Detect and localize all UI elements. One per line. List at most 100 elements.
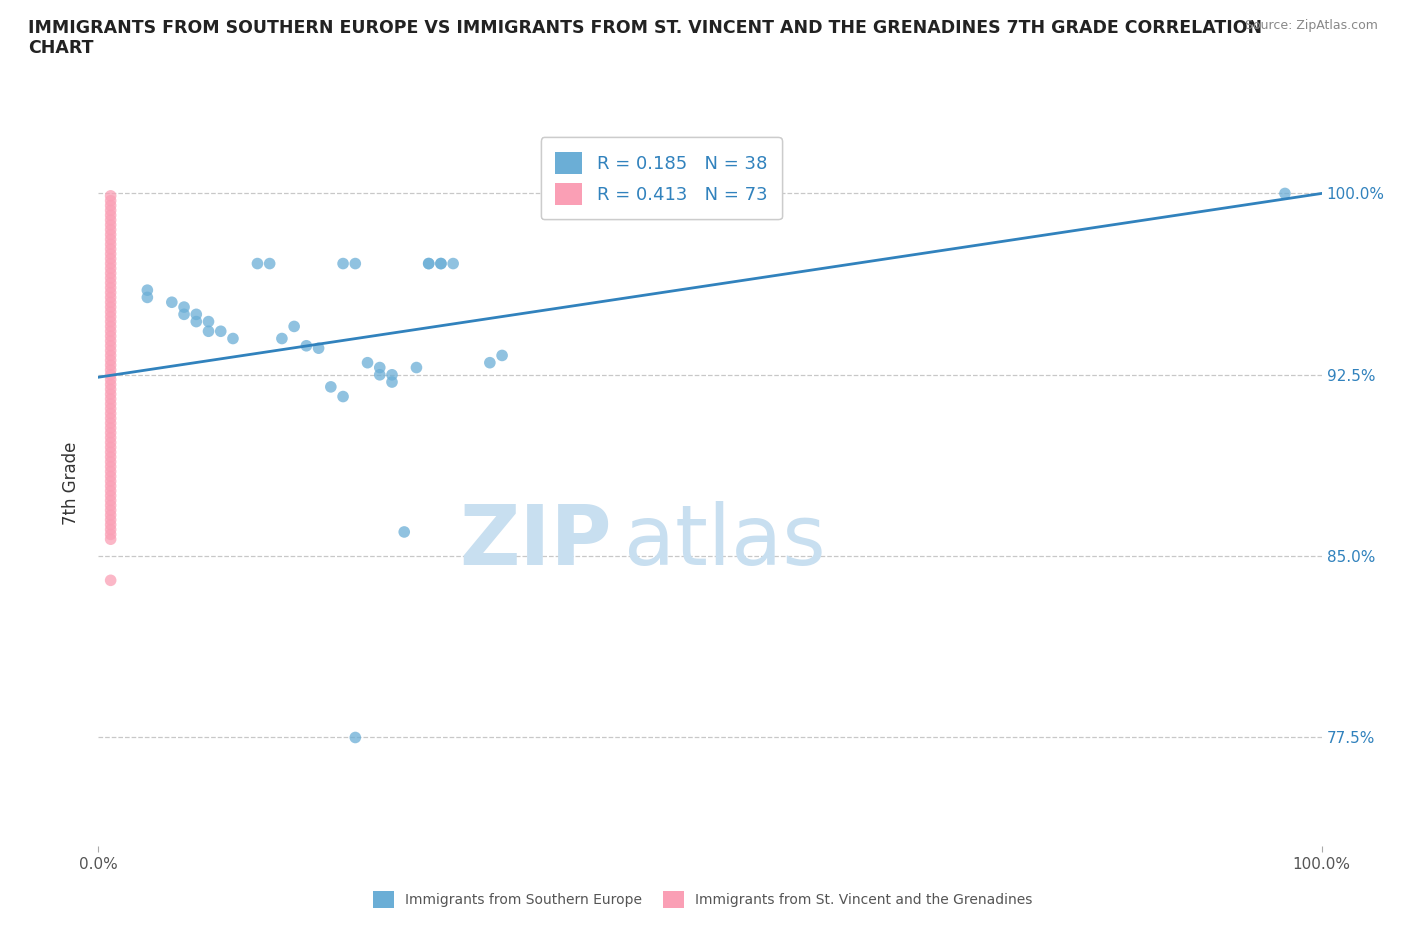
Point [332, 256, 354, 271]
Point [100, 280, 122, 295]
Point [368, 367, 391, 382]
Point [100, 416, 122, 431]
Point [100, 324, 122, 339]
Point [100, 314, 122, 329]
Point [100, 479, 122, 494]
Point [100, 464, 122, 479]
Point [100, 266, 122, 281]
Point [100, 203, 122, 218]
Point [173, 307, 195, 322]
Point [259, 256, 281, 271]
Point [100, 286, 122, 300]
Point [100, 246, 122, 261]
Point [100, 517, 122, 532]
Legend: R = 0.185   N = 38, R = 0.413   N = 73: R = 0.185 N = 38, R = 0.413 N = 73 [540, 138, 782, 219]
Point [100, 455, 122, 470]
Point [100, 256, 122, 271]
Point [441, 256, 464, 271]
Text: Source: ZipAtlas.com: Source: ZipAtlas.com [1244, 19, 1378, 32]
Point [197, 314, 219, 329]
Point [100, 503, 122, 518]
Point [100, 473, 122, 488]
Point [100, 213, 122, 228]
Point [100, 469, 122, 484]
Point [100, 334, 122, 349]
Point [186, 314, 208, 329]
Point [160, 295, 183, 310]
Point [100, 299, 122, 314]
Point [100, 193, 122, 208]
Point [100, 440, 122, 455]
Point [100, 207, 122, 222]
Point [478, 355, 501, 370]
Point [173, 299, 195, 314]
Point [283, 319, 305, 334]
Point [100, 261, 122, 276]
Point [100, 449, 122, 464]
Point [356, 355, 378, 370]
Text: atlas: atlas [624, 501, 827, 582]
Point [100, 251, 122, 266]
Point [381, 367, 404, 382]
Point [100, 372, 122, 387]
Point [100, 352, 122, 367]
Point [100, 271, 122, 286]
Point [430, 256, 453, 271]
Point [319, 379, 342, 394]
Point [100, 459, 122, 474]
Point [100, 319, 122, 334]
Point [381, 375, 404, 390]
Point [100, 295, 122, 310]
Point [392, 525, 416, 539]
Point [100, 222, 122, 237]
Point [418, 256, 440, 271]
Point [100, 377, 122, 392]
Point [430, 256, 453, 271]
Point [100, 339, 122, 353]
Point [100, 232, 122, 246]
Point [100, 343, 122, 358]
Point [100, 435, 122, 450]
Point [491, 348, 513, 363]
Point [100, 484, 122, 498]
Point [100, 392, 122, 406]
Point [100, 242, 122, 257]
Point [100, 420, 122, 435]
Point [100, 189, 122, 204]
Point [100, 237, 122, 252]
Point [405, 360, 427, 375]
Point [136, 283, 159, 298]
Point [100, 310, 122, 325]
Point [100, 290, 122, 305]
Point [100, 445, 122, 459]
Point [100, 508, 122, 523]
Point [1274, 186, 1296, 201]
Point [100, 363, 122, 378]
Point [209, 324, 232, 339]
Point [100, 218, 122, 232]
Point [100, 304, 122, 319]
Point [100, 387, 122, 402]
Point [100, 493, 122, 508]
Point [246, 256, 269, 271]
Point [100, 396, 122, 411]
Point [270, 331, 294, 346]
Point [100, 348, 122, 363]
Point [418, 256, 440, 271]
Point [100, 532, 122, 547]
Point [100, 328, 122, 343]
Point [100, 527, 122, 542]
Point [344, 256, 367, 271]
Point [344, 730, 367, 745]
Point [100, 227, 122, 242]
Point [100, 498, 122, 512]
Point [100, 431, 122, 445]
Point [308, 340, 330, 355]
Point [100, 522, 122, 537]
Point [295, 339, 318, 353]
Point [100, 573, 122, 588]
Legend: Immigrants from Southern Europe, Immigrants from St. Vincent and the Grenadines: Immigrants from Southern Europe, Immigra… [368, 885, 1038, 914]
Y-axis label: 7th Grade: 7th Grade [62, 442, 80, 525]
Point [100, 512, 122, 527]
Point [100, 411, 122, 426]
